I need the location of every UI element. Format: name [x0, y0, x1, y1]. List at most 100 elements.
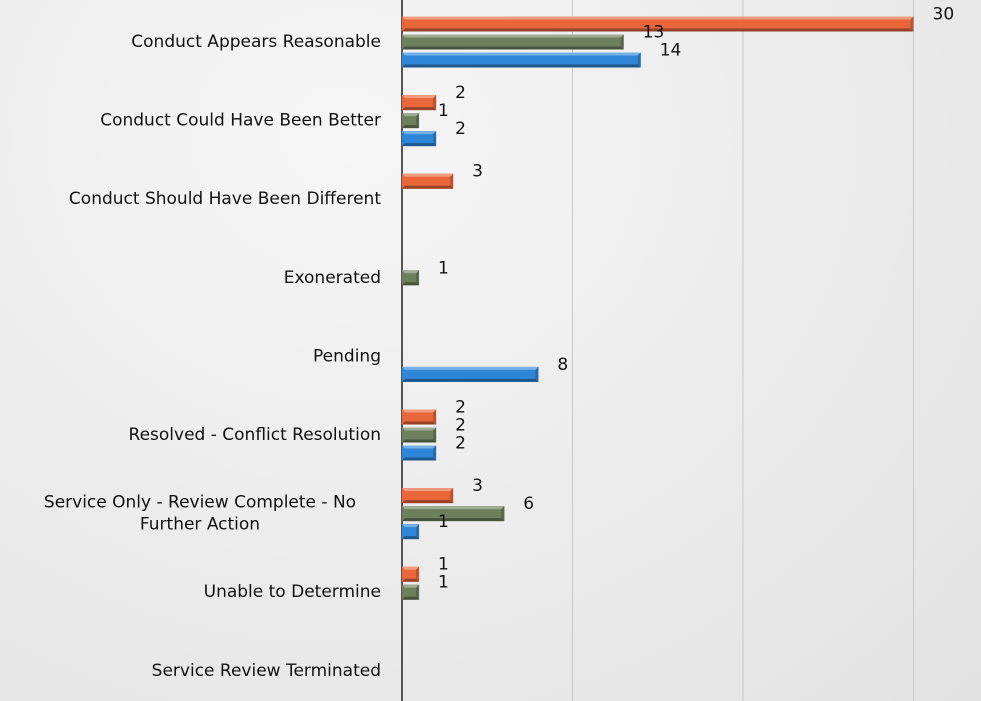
bar-bevel-top — [402, 34, 624, 38]
category-label-line: Service Only - Review Complete - No — [44, 493, 356, 513]
bar-bevel-top — [402, 131, 437, 135]
bar-bevel-top — [402, 584, 420, 588]
bar — [402, 270, 420, 286]
data-label: 1 — [438, 512, 449, 532]
bar-bevel-bottom — [402, 421, 437, 425]
bar-face — [402, 366, 539, 382]
bar-face — [402, 427, 437, 443]
bar-bevel-bottom — [402, 125, 420, 129]
bar-bevel-right — [450, 173, 454, 189]
category-label-line: Exonerated — [284, 268, 381, 288]
bar — [402, 409, 437, 425]
data-label: 13 — [643, 23, 665, 43]
bar-face — [402, 566, 420, 582]
data-label: 3 — [472, 476, 483, 496]
bar-face — [402, 34, 624, 50]
bar-face — [402, 131, 437, 147]
bar-bevel-right — [501, 506, 505, 522]
bar — [402, 113, 420, 129]
bar-bevel-bottom — [402, 185, 454, 189]
bar — [402, 131, 437, 147]
bar-bevel-bottom — [402, 518, 505, 522]
bar — [402, 584, 420, 600]
bar-bevel-right — [416, 584, 420, 600]
bar-bevel-bottom — [402, 107, 437, 111]
data-label: 2 — [455, 83, 466, 103]
category-label: Exonerated — [284, 268, 381, 288]
category-label: Conduct Appears Reasonable — [131, 32, 381, 52]
category-label-line: Service Review Terminated — [152, 661, 381, 681]
bar-bevel-right — [433, 427, 437, 443]
bar-bevel-right — [433, 131, 437, 147]
category-label-line: Unable to Determine — [204, 582, 381, 602]
bar-face — [402, 524, 420, 540]
bar — [402, 95, 437, 111]
bar-bevel-bottom — [402, 536, 420, 540]
bar-bevel-bottom — [402, 282, 420, 286]
category-label: Pending — [313, 346, 381, 366]
category-label: Unable to Determine — [204, 582, 381, 602]
grid-layer — [401, 0, 914, 701]
bar-bevel-right — [416, 524, 420, 540]
bar-bevel-top — [402, 270, 420, 274]
data-label: 8 — [557, 355, 568, 375]
data-label: 1 — [438, 101, 449, 121]
data-label: 30 — [933, 5, 955, 25]
bar-bevel-top — [402, 524, 420, 528]
data-label: 2 — [455, 398, 466, 418]
bar-face — [402, 95, 437, 111]
category-label-line: Further Action — [140, 515, 260, 535]
bar-layer — [402, 16, 914, 600]
bar — [402, 52, 641, 68]
bar-bevel-top — [402, 488, 454, 492]
bar — [402, 566, 420, 582]
bar-bevel-bottom — [402, 28, 914, 32]
bar — [402, 506, 505, 522]
bar-bevel-top — [402, 566, 420, 570]
bar-bevel-right — [416, 113, 420, 129]
bar-bevel-bottom — [402, 64, 641, 68]
bar-bevel-right — [416, 270, 420, 286]
bar — [402, 16, 914, 32]
bar-bevel-top — [402, 173, 454, 177]
bar-bevel-bottom — [402, 578, 420, 582]
bar-face — [402, 488, 454, 504]
bar-face — [402, 270, 420, 286]
bar-bevel-right — [535, 366, 539, 382]
data-label: 6 — [523, 494, 534, 514]
data-label: 14 — [660, 41, 682, 61]
bar — [402, 366, 539, 382]
bar-bevel-top — [402, 52, 641, 56]
bar-bevel-top — [402, 427, 437, 431]
category-label-line: Pending — [313, 346, 381, 366]
data-label: 3 — [472, 162, 483, 182]
bar-bevel-top — [402, 113, 420, 117]
category-label: Conduct Should Have Been Different — [69, 189, 381, 209]
bar — [402, 524, 420, 540]
bar-bevel-bottom — [402, 457, 437, 461]
bar-bevel-right — [433, 409, 437, 425]
bar-bevel-top — [402, 16, 914, 20]
bar-bevel-right — [910, 16, 914, 32]
bar — [402, 488, 454, 504]
bar-bevel-top — [402, 95, 437, 99]
data-label: 1 — [438, 258, 449, 278]
bar-bevel-bottom — [402, 500, 454, 504]
bar-bevel-right — [433, 95, 437, 111]
category-label: Resolved - Conflict Resolution — [129, 425, 381, 445]
bar-face — [402, 113, 420, 129]
data-label: 2 — [455, 119, 466, 139]
bar — [402, 445, 437, 461]
data-label: 1 — [438, 555, 449, 575]
bar-bevel-bottom — [402, 143, 437, 147]
bar-face — [402, 16, 914, 32]
data-label: 2 — [455, 416, 466, 436]
category-label-line: Resolved - Conflict Resolution — [129, 425, 381, 445]
data-label: 1 — [438, 573, 449, 593]
category-label: Conduct Could Have Been Better — [100, 111, 381, 131]
bar-bevel-right — [450, 488, 454, 504]
category-label: Service Review Terminated — [152, 661, 381, 681]
